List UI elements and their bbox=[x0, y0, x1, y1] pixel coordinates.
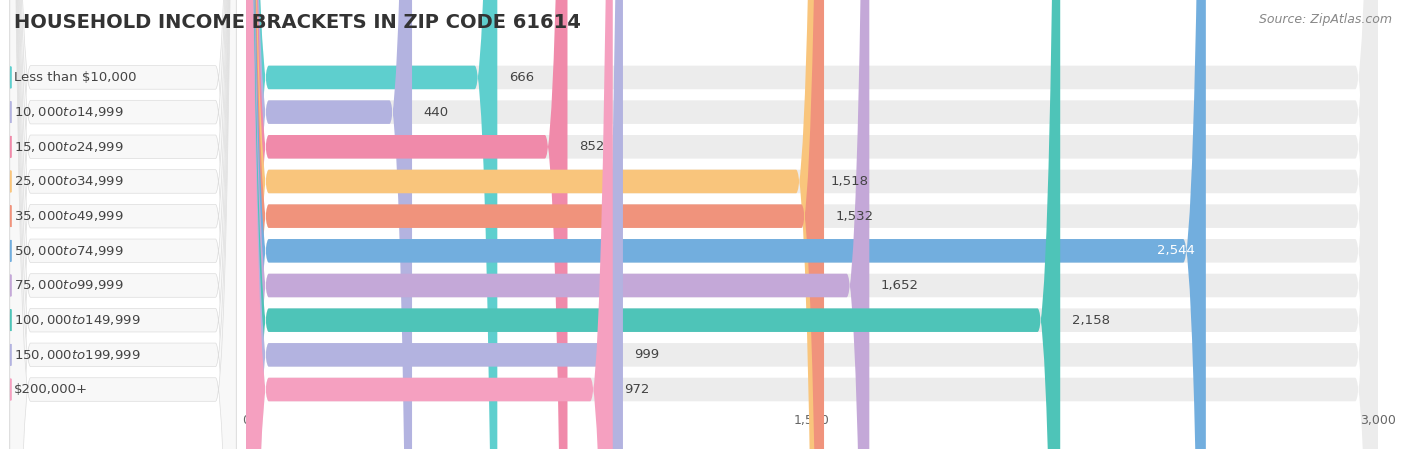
Text: 972: 972 bbox=[624, 383, 650, 396]
Text: 852: 852 bbox=[579, 140, 605, 153]
FancyBboxPatch shape bbox=[246, 0, 818, 449]
FancyBboxPatch shape bbox=[246, 0, 568, 449]
FancyBboxPatch shape bbox=[10, 0, 236, 449]
Text: $15,000 to $24,999: $15,000 to $24,999 bbox=[14, 140, 124, 154]
Text: Source: ZipAtlas.com: Source: ZipAtlas.com bbox=[1258, 13, 1392, 26]
Text: 666: 666 bbox=[509, 71, 534, 84]
FancyBboxPatch shape bbox=[246, 0, 1378, 449]
Text: 1,652: 1,652 bbox=[880, 279, 918, 292]
Text: Less than $10,000: Less than $10,000 bbox=[14, 71, 136, 84]
Text: 1,532: 1,532 bbox=[835, 210, 873, 223]
Text: $35,000 to $49,999: $35,000 to $49,999 bbox=[14, 209, 124, 223]
FancyBboxPatch shape bbox=[246, 0, 869, 449]
FancyBboxPatch shape bbox=[246, 0, 1378, 449]
FancyBboxPatch shape bbox=[246, 0, 1378, 449]
FancyBboxPatch shape bbox=[246, 0, 1378, 449]
FancyBboxPatch shape bbox=[246, 0, 1378, 449]
FancyBboxPatch shape bbox=[246, 0, 623, 449]
FancyBboxPatch shape bbox=[10, 0, 236, 449]
Text: $75,000 to $99,999: $75,000 to $99,999 bbox=[14, 278, 124, 292]
FancyBboxPatch shape bbox=[10, 0, 236, 449]
Text: $50,000 to $74,999: $50,000 to $74,999 bbox=[14, 244, 124, 258]
Text: $150,000 to $199,999: $150,000 to $199,999 bbox=[14, 348, 141, 362]
FancyBboxPatch shape bbox=[10, 0, 236, 449]
FancyBboxPatch shape bbox=[10, 0, 236, 449]
FancyBboxPatch shape bbox=[10, 0, 236, 449]
FancyBboxPatch shape bbox=[246, 0, 824, 449]
Text: $10,000 to $14,999: $10,000 to $14,999 bbox=[14, 105, 124, 119]
FancyBboxPatch shape bbox=[10, 0, 236, 449]
Text: 2,158: 2,158 bbox=[1071, 314, 1109, 327]
FancyBboxPatch shape bbox=[246, 0, 1378, 449]
Text: 999: 999 bbox=[634, 348, 659, 361]
Text: $100,000 to $149,999: $100,000 to $149,999 bbox=[14, 313, 141, 327]
FancyBboxPatch shape bbox=[246, 0, 1378, 449]
FancyBboxPatch shape bbox=[246, 0, 1060, 449]
FancyBboxPatch shape bbox=[246, 0, 412, 449]
FancyBboxPatch shape bbox=[246, 0, 1378, 449]
Text: 440: 440 bbox=[423, 106, 449, 119]
Text: HOUSEHOLD INCOME BRACKETS IN ZIP CODE 61614: HOUSEHOLD INCOME BRACKETS IN ZIP CODE 61… bbox=[14, 13, 581, 32]
Text: $200,000+: $200,000+ bbox=[14, 383, 87, 396]
FancyBboxPatch shape bbox=[246, 0, 1206, 449]
FancyBboxPatch shape bbox=[246, 0, 1378, 449]
FancyBboxPatch shape bbox=[10, 0, 236, 449]
FancyBboxPatch shape bbox=[246, 0, 613, 449]
Text: $25,000 to $34,999: $25,000 to $34,999 bbox=[14, 175, 124, 189]
FancyBboxPatch shape bbox=[246, 0, 1378, 449]
FancyBboxPatch shape bbox=[10, 0, 236, 449]
FancyBboxPatch shape bbox=[10, 0, 236, 449]
Text: 2,544: 2,544 bbox=[1157, 244, 1195, 257]
FancyBboxPatch shape bbox=[246, 0, 498, 449]
Text: 1,518: 1,518 bbox=[830, 175, 868, 188]
